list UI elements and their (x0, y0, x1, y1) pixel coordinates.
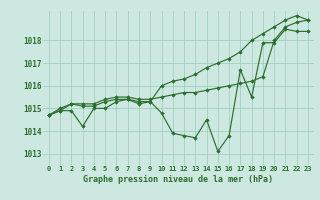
X-axis label: Graphe pression niveau de la mer (hPa): Graphe pression niveau de la mer (hPa) (84, 175, 273, 184)
